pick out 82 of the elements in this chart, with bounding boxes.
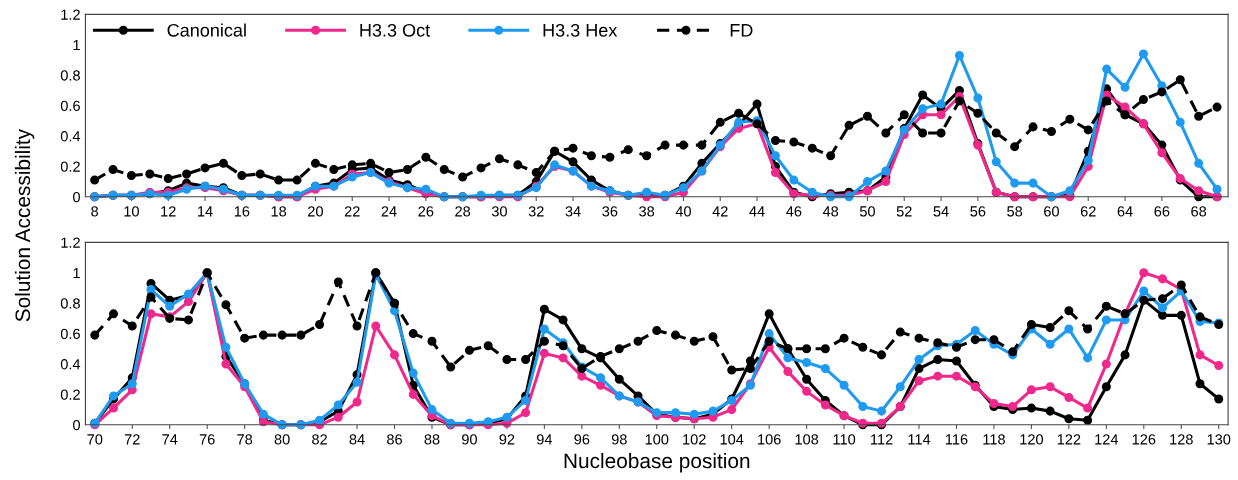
x-tick-label: 34 bbox=[565, 206, 581, 217]
x-tick-label: 64 bbox=[1117, 206, 1133, 217]
x-tick-label: 54 bbox=[933, 206, 949, 217]
x-tick-label: 28 bbox=[455, 206, 471, 217]
x-tick-label: 92 bbox=[499, 434, 515, 445]
x-tick-label: 70 bbox=[87, 434, 103, 445]
x-tick-label: 104 bbox=[720, 434, 744, 445]
x-tick-label: 10 bbox=[124, 206, 139, 217]
x-tick-label: 42 bbox=[712, 206, 728, 217]
x-tick-label: 52 bbox=[896, 206, 912, 217]
legend-label: H3.3 Oct bbox=[360, 23, 431, 37]
x-tick-label: 94 bbox=[536, 434, 553, 445]
y-tick-label: 1.2 bbox=[61, 9, 80, 20]
y-tick-label: 0 bbox=[73, 419, 80, 431]
x-tick-label: 66 bbox=[1154, 206, 1170, 217]
legend-label: H3.3 Hex bbox=[543, 23, 618, 37]
x-tick-label: 130 bbox=[1207, 434, 1231, 445]
x-tick-label: 24 bbox=[381, 206, 397, 217]
x-tick-label: 40 bbox=[675, 206, 691, 217]
x-tick-label: 44 bbox=[749, 206, 765, 217]
x-tick-label: 14 bbox=[198, 206, 213, 217]
y-tick-label: 1 bbox=[73, 40, 80, 51]
legend-label: Canonical bbox=[167, 23, 246, 37]
x-tick-label: 120 bbox=[1020, 434, 1043, 445]
y-tick-label: 0.8 bbox=[60, 70, 80, 81]
x-tick-label: 102 bbox=[683, 434, 706, 445]
x-tick-label: 32 bbox=[528, 206, 544, 217]
y-tick-label: 0.4 bbox=[60, 131, 81, 142]
x-axis-title: Nucleobase position bbox=[564, 452, 750, 473]
x-tick-label: 90 bbox=[462, 434, 477, 445]
x-tick-label: 96 bbox=[574, 434, 590, 445]
y-tick-label: 0.6 bbox=[60, 328, 80, 340]
x-tick-label: 80 bbox=[274, 434, 290, 445]
x-tick-label: 76 bbox=[199, 434, 215, 445]
x-tick-label: 72 bbox=[124, 434, 140, 445]
x-tick-label: 30 bbox=[491, 206, 507, 217]
x-tick-label: 110 bbox=[833, 434, 856, 445]
x-tick-label: 20 bbox=[308, 206, 323, 217]
x-tick-label: 36 bbox=[602, 206, 618, 217]
y-tick-label: 0.8 bbox=[60, 298, 80, 309]
x-tick-label: 12 bbox=[161, 206, 176, 217]
x-tick-label: 124 bbox=[1095, 434, 1119, 445]
y-tick-label: 0.2 bbox=[60, 161, 80, 172]
x-tick-label: 22 bbox=[344, 206, 360, 217]
legend-label: FD bbox=[730, 24, 753, 37]
x-tick-label: 60 bbox=[1044, 206, 1059, 217]
x-tick-label: 8 bbox=[91, 206, 99, 217]
x-tick-label: 112 bbox=[871, 434, 893, 445]
y-tick-label: 1.2 bbox=[61, 237, 80, 248]
x-tick-label: 82 bbox=[312, 434, 327, 445]
x-tick-label: 122 bbox=[1057, 434, 1081, 445]
x-tick-label: 128 bbox=[1170, 434, 1193, 445]
x-tick-label: 48 bbox=[822, 206, 839, 217]
x-tick-label: 38 bbox=[639, 206, 655, 217]
y-tick-label: 0 bbox=[73, 191, 80, 203]
x-tick-label: 84 bbox=[349, 434, 365, 445]
x-tick-label: 74 bbox=[162, 434, 178, 445]
x-tick-label: 100 bbox=[645, 434, 669, 445]
x-tick-label: 16 bbox=[234, 206, 250, 217]
x-tick-label: 78 bbox=[237, 434, 253, 445]
x-tick-label: 58 bbox=[1007, 206, 1023, 217]
x-tick-label: 116 bbox=[945, 434, 968, 445]
y-axis-title: Solution Accessibility bbox=[14, 128, 35, 322]
x-tick-label: 18 bbox=[271, 206, 287, 217]
x-tick-label: 98 bbox=[611, 434, 627, 445]
y-tick-label: 0.4 bbox=[60, 359, 81, 370]
x-tick-label: 26 bbox=[418, 206, 434, 217]
x-tick-label: 68 bbox=[1191, 206, 1207, 217]
x-tick-label: 46 bbox=[786, 206, 802, 217]
x-tick-label: 86 bbox=[387, 434, 402, 445]
x-tick-label: 108 bbox=[795, 434, 819, 445]
y-tick-label: 0.2 bbox=[60, 389, 80, 400]
x-tick-label: 118 bbox=[983, 434, 1005, 445]
x-tick-label: 88 bbox=[424, 434, 440, 445]
x-tick-label: 56 bbox=[970, 206, 986, 217]
x-tick-label: 126 bbox=[1132, 434, 1156, 445]
x-tick-label: 50 bbox=[859, 206, 875, 217]
x-tick-label: 106 bbox=[758, 434, 781, 445]
x-tick-label: 114 bbox=[908, 434, 931, 445]
y-tick-label: 0.6 bbox=[60, 100, 80, 112]
x-tick-label: 62 bbox=[1080, 206, 1096, 217]
y-tick-label: 1 bbox=[73, 268, 80, 279]
